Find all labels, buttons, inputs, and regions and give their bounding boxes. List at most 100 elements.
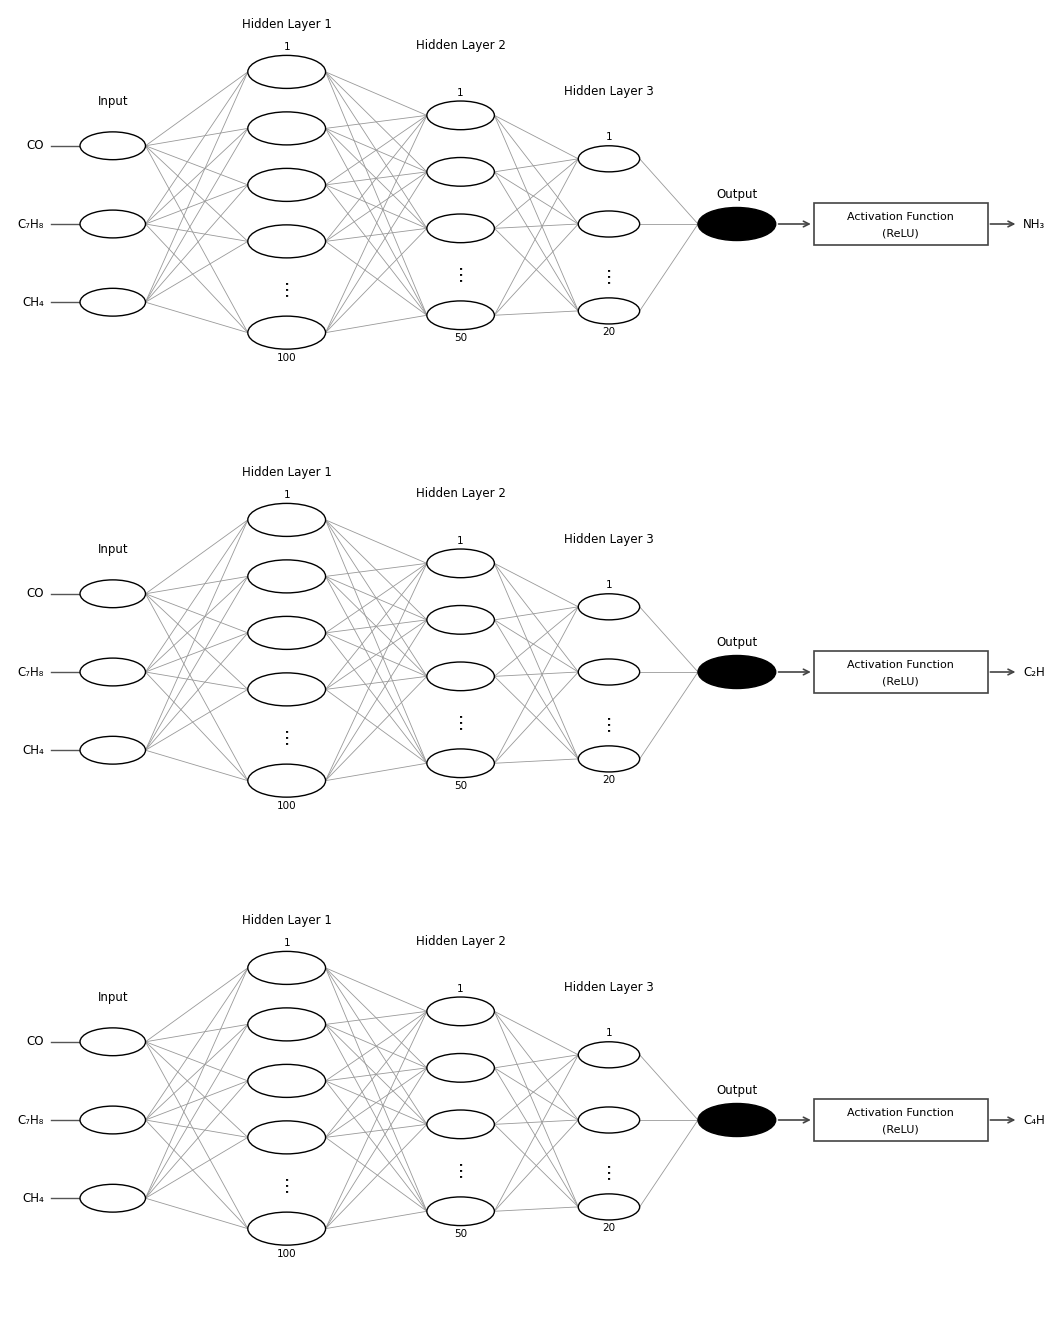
Text: 100: 100 [277,352,296,363]
Circle shape [427,548,495,578]
Text: 1: 1 [606,581,612,590]
Circle shape [247,1121,326,1154]
Circle shape [698,656,776,688]
Text: CO: CO [27,140,44,152]
Circle shape [80,579,145,607]
Text: ⋯: ⋯ [278,1175,295,1192]
Circle shape [578,1042,640,1068]
Circle shape [698,207,776,241]
Circle shape [578,298,640,324]
Circle shape [80,1106,145,1134]
Text: Hidden Layer 2: Hidden Layer 2 [416,39,505,52]
Circle shape [427,1198,495,1226]
Text: Hidden Layer 3: Hidden Layer 3 [564,532,654,546]
Circle shape [247,55,326,89]
Text: (ReLU): (ReLU) [882,1125,919,1134]
Circle shape [427,1054,495,1082]
Circle shape [80,737,145,765]
Text: 50: 50 [454,1228,467,1239]
Text: Hidden Layer 1: Hidden Layer 1 [242,466,332,480]
Circle shape [80,659,145,685]
Text: 50: 50 [454,333,467,343]
Text: 20: 20 [602,328,616,337]
Text: Hidden Layer 2: Hidden Layer 2 [416,487,505,500]
Circle shape [427,606,495,634]
Text: 1: 1 [283,938,290,948]
Text: Hidden Layer 1: Hidden Layer 1 [242,914,332,927]
Text: ⋯: ⋯ [452,1159,470,1177]
Circle shape [698,1103,776,1137]
Text: 1: 1 [457,535,464,546]
Text: 100: 100 [277,801,296,810]
Circle shape [80,1028,145,1055]
Circle shape [247,112,326,145]
Text: 1: 1 [457,984,464,993]
Bar [813,1099,988,1141]
Text: CH₄: CH₄ [23,296,44,309]
Circle shape [247,560,326,593]
Text: 20: 20 [602,1223,616,1234]
Text: ⋯: ⋯ [600,1161,618,1179]
Text: 20: 20 [602,775,616,785]
Text: 1: 1 [606,132,612,142]
Text: ⋯: ⋯ [452,263,470,281]
Text: ⋯: ⋯ [600,712,618,731]
Text: ⋯: ⋯ [278,726,295,745]
Text: 100: 100 [277,1249,296,1258]
Circle shape [247,1008,326,1040]
Text: 1: 1 [283,42,290,52]
Text: CO: CO [27,1035,44,1048]
Circle shape [427,1110,495,1138]
Circle shape [247,316,326,349]
Circle shape [247,673,326,706]
Text: NH₃: NH₃ [1023,218,1044,231]
Circle shape [578,1107,640,1133]
Circle shape [247,617,326,649]
Circle shape [247,504,326,536]
Circle shape [578,211,640,237]
Text: Activation Function: Activation Function [847,1109,954,1118]
Text: Activation Function: Activation Function [847,212,954,223]
Circle shape [427,214,495,243]
Text: CO: CO [27,587,44,601]
Text: Input: Input [97,991,128,1004]
Circle shape [247,952,326,984]
Text: Hidden Layer 3: Hidden Layer 3 [564,981,654,993]
Text: Hidden Layer 3: Hidden Layer 3 [564,85,654,98]
Circle shape [578,746,640,771]
Text: C₂H₅OH: C₂H₅OH [1023,665,1044,679]
Text: 1: 1 [283,491,290,500]
Circle shape [427,101,495,130]
Circle shape [247,1064,326,1098]
Text: ⋯: ⋯ [600,265,618,284]
Bar [813,203,988,245]
Text: Input: Input [97,95,128,108]
Circle shape [578,1193,640,1220]
Text: CH₄: CH₄ [23,1192,44,1204]
Circle shape [578,659,640,685]
Text: 50: 50 [454,781,467,792]
Text: Activation Function: Activation Function [847,660,954,671]
Text: 1: 1 [457,87,464,98]
Circle shape [427,663,495,691]
Text: CH₄: CH₄ [23,743,44,757]
Circle shape [578,145,640,172]
Text: Output: Output [716,188,758,202]
Text: Input: Input [97,543,128,556]
Text: C₄H₈: C₄H₈ [1023,1113,1044,1126]
Circle shape [247,168,326,202]
Text: Hidden Layer 2: Hidden Layer 2 [416,935,505,948]
Text: ⋯: ⋯ [278,278,295,296]
Circle shape [80,289,145,316]
Circle shape [247,224,326,258]
Text: Output: Output [716,1085,758,1097]
Text: C₇H₈: C₇H₈ [18,1113,44,1126]
Circle shape [578,594,640,620]
Circle shape [80,210,145,238]
Circle shape [427,997,495,1025]
Text: (ReLU): (ReLU) [882,228,919,239]
Circle shape [427,301,495,329]
Text: C₇H₈: C₇H₈ [18,665,44,679]
Text: (ReLU): (ReLU) [882,676,919,687]
Circle shape [427,157,495,187]
